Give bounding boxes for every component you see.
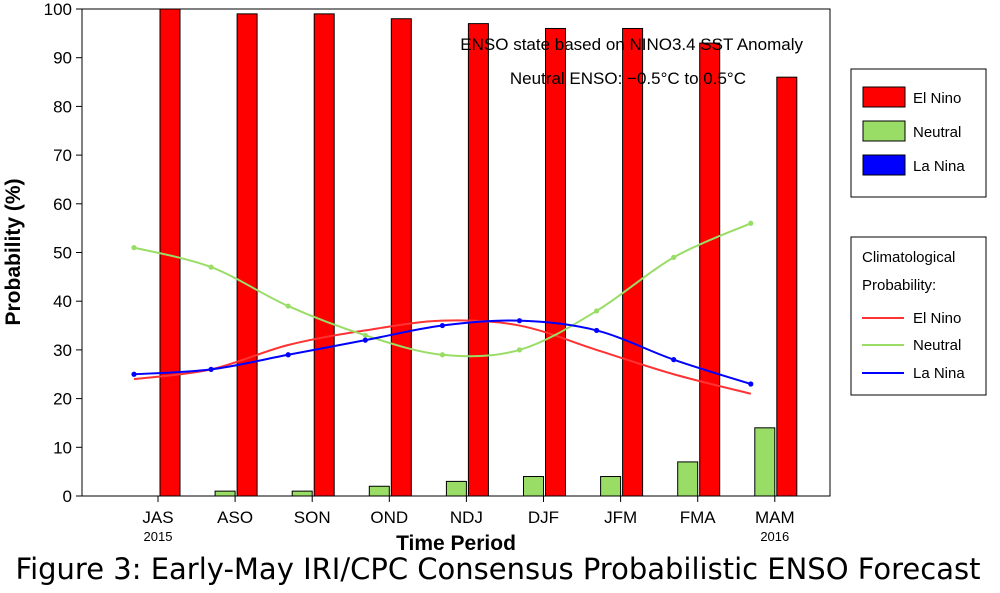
climatology-lines [131, 220, 754, 395]
clim-point-la-nina-fma [671, 357, 677, 363]
legend-label-el-nino: El Nino [913, 90, 961, 107]
x-tick-label-jas: JAS [142, 508, 173, 527]
y-tick-label-70: 70 [53, 146, 72, 165]
clim-point-la-nina-jfm [594, 327, 600, 334]
legend-swatch-la-nina [862, 154, 906, 176]
x-tick-label-jfm: JFM [604, 508, 637, 527]
bar-el-nino-ndj [467, 23, 489, 497]
legend-label-la-nina: La Nina [913, 158, 965, 175]
clim-point-la-nina-mam [748, 381, 754, 387]
bar-neutral-djf [523, 476, 544, 497]
x-tick-label-ond: OND [370, 508, 408, 527]
bar-el-nino-jas [159, 8, 181, 497]
y-axis-label: Probability (%) [2, 178, 25, 325]
clim-point-neutral-aso [208, 264, 214, 270]
bar-el-nino-fma [699, 42, 721, 497]
y-tick-label-90: 90 [53, 49, 72, 68]
bar-el-nino-djf [545, 27, 566, 497]
bar-el-nino-son [313, 13, 335, 497]
x-tick-label-son: SON [294, 508, 331, 527]
y-tick-label-80: 80 [53, 97, 72, 116]
y-tick-label-10: 10 [53, 438, 72, 457]
y-tick-label-100: 100 [44, 0, 72, 19]
x-tick-label-aso: ASO [217, 508, 253, 527]
bar-neutral-son [291, 490, 313, 497]
clim-point-neutral-son [285, 303, 291, 309]
clim-point-neutral-djf [516, 347, 523, 353]
x-tick-label-djf: DJF [528, 508, 559, 527]
clim-point-neutral-jas [131, 245, 137, 251]
bar-neutral-mam [754, 427, 776, 497]
clim-point-la-nina-jas [131, 371, 137, 377]
figure-caption: Figure 3: Early-May IRI/CPC Consensus Pr… [16, 552, 981, 586]
clim-point-neutral-jfm [594, 308, 600, 314]
legend-swatch-neutral [862, 120, 906, 142]
bar-el-nino-jfm [622, 27, 644, 497]
x-year-label-2016: 2016 [760, 529, 789, 544]
x-tick-label-mam: MAM [755, 508, 795, 527]
legend-climatology: Climatological Probability: El Nino Neut… [850, 236, 987, 396]
legend-clim-title-2: Probability: [862, 277, 936, 294]
y-tick-label-60: 60 [53, 195, 72, 214]
bars-group [159, 8, 798, 497]
y-tick-label-50: 50 [53, 244, 72, 263]
x-axis-label: Time Period [396, 532, 516, 555]
legend-clim-label-la-nina: La Nina [913, 365, 965, 382]
legend-clim-title-1: Climatological [862, 249, 955, 266]
clim-point-la-nina-ndj [439, 322, 445, 329]
legend-swatch-el-nino [862, 86, 906, 108]
legend-clim-label-el-nino: El Nino [913, 310, 961, 327]
annotation-enso-state: ENSO state based on NINO3.4 SST Anomaly [460, 35, 803, 54]
legend-clim-label-neutral: Neutral [913, 337, 961, 354]
clim-point-la-nina-son [285, 352, 291, 358]
clim-point-la-nina-djf [516, 318, 523, 324]
bar-neutral-jfm [600, 476, 622, 497]
clim-point-la-nina-aso [208, 366, 214, 372]
y-tick-label-40: 40 [53, 292, 72, 311]
y-tick-label-0: 0 [63, 487, 72, 506]
x-tick-label-fma: FMA [680, 508, 717, 527]
legend-label-neutral: Neutral [913, 124, 961, 141]
legend-clim-box [850, 236, 987, 396]
bar-neutral-aso [214, 490, 236, 497]
clim-point-la-nina-ond [362, 337, 368, 343]
y-axis: 0 10 20 30 40 50 60 70 80 90 100 [44, 0, 82, 506]
y-tick-label-30: 30 [53, 341, 72, 360]
clim-point-neutral-ond [362, 332, 368, 338]
annotation-neutral-range: Neutral ENSO: −0.5°C to 0.5°C [510, 69, 746, 88]
clim-point-neutral-fma [671, 254, 677, 260]
bar-el-nino-mam [776, 76, 798, 497]
clim-point-neutral-mam [748, 220, 754, 226]
x-year-label-2015: 2015 [144, 529, 173, 544]
bar-neutral-fma [677, 461, 699, 497]
clim-line-el-nino [133, 319, 752, 395]
x-tick-label-ndj: NDJ [450, 508, 483, 527]
legend-bars: El Nino Neutral La Nina [850, 68, 987, 198]
bar-el-nino-aso [236, 13, 258, 497]
clim-point-neutral-ndj [439, 352, 445, 358]
y-tick-label-20: 20 [53, 390, 72, 409]
bar-neutral-ndj [445, 480, 467, 497]
bar-el-nino-ond [390, 18, 412, 497]
x-axis: JAS ASO SON OND NDJ DJF JFM FMA MAM 2015 2016 [142, 496, 795, 544]
bar-neutral-ond [368, 485, 390, 497]
